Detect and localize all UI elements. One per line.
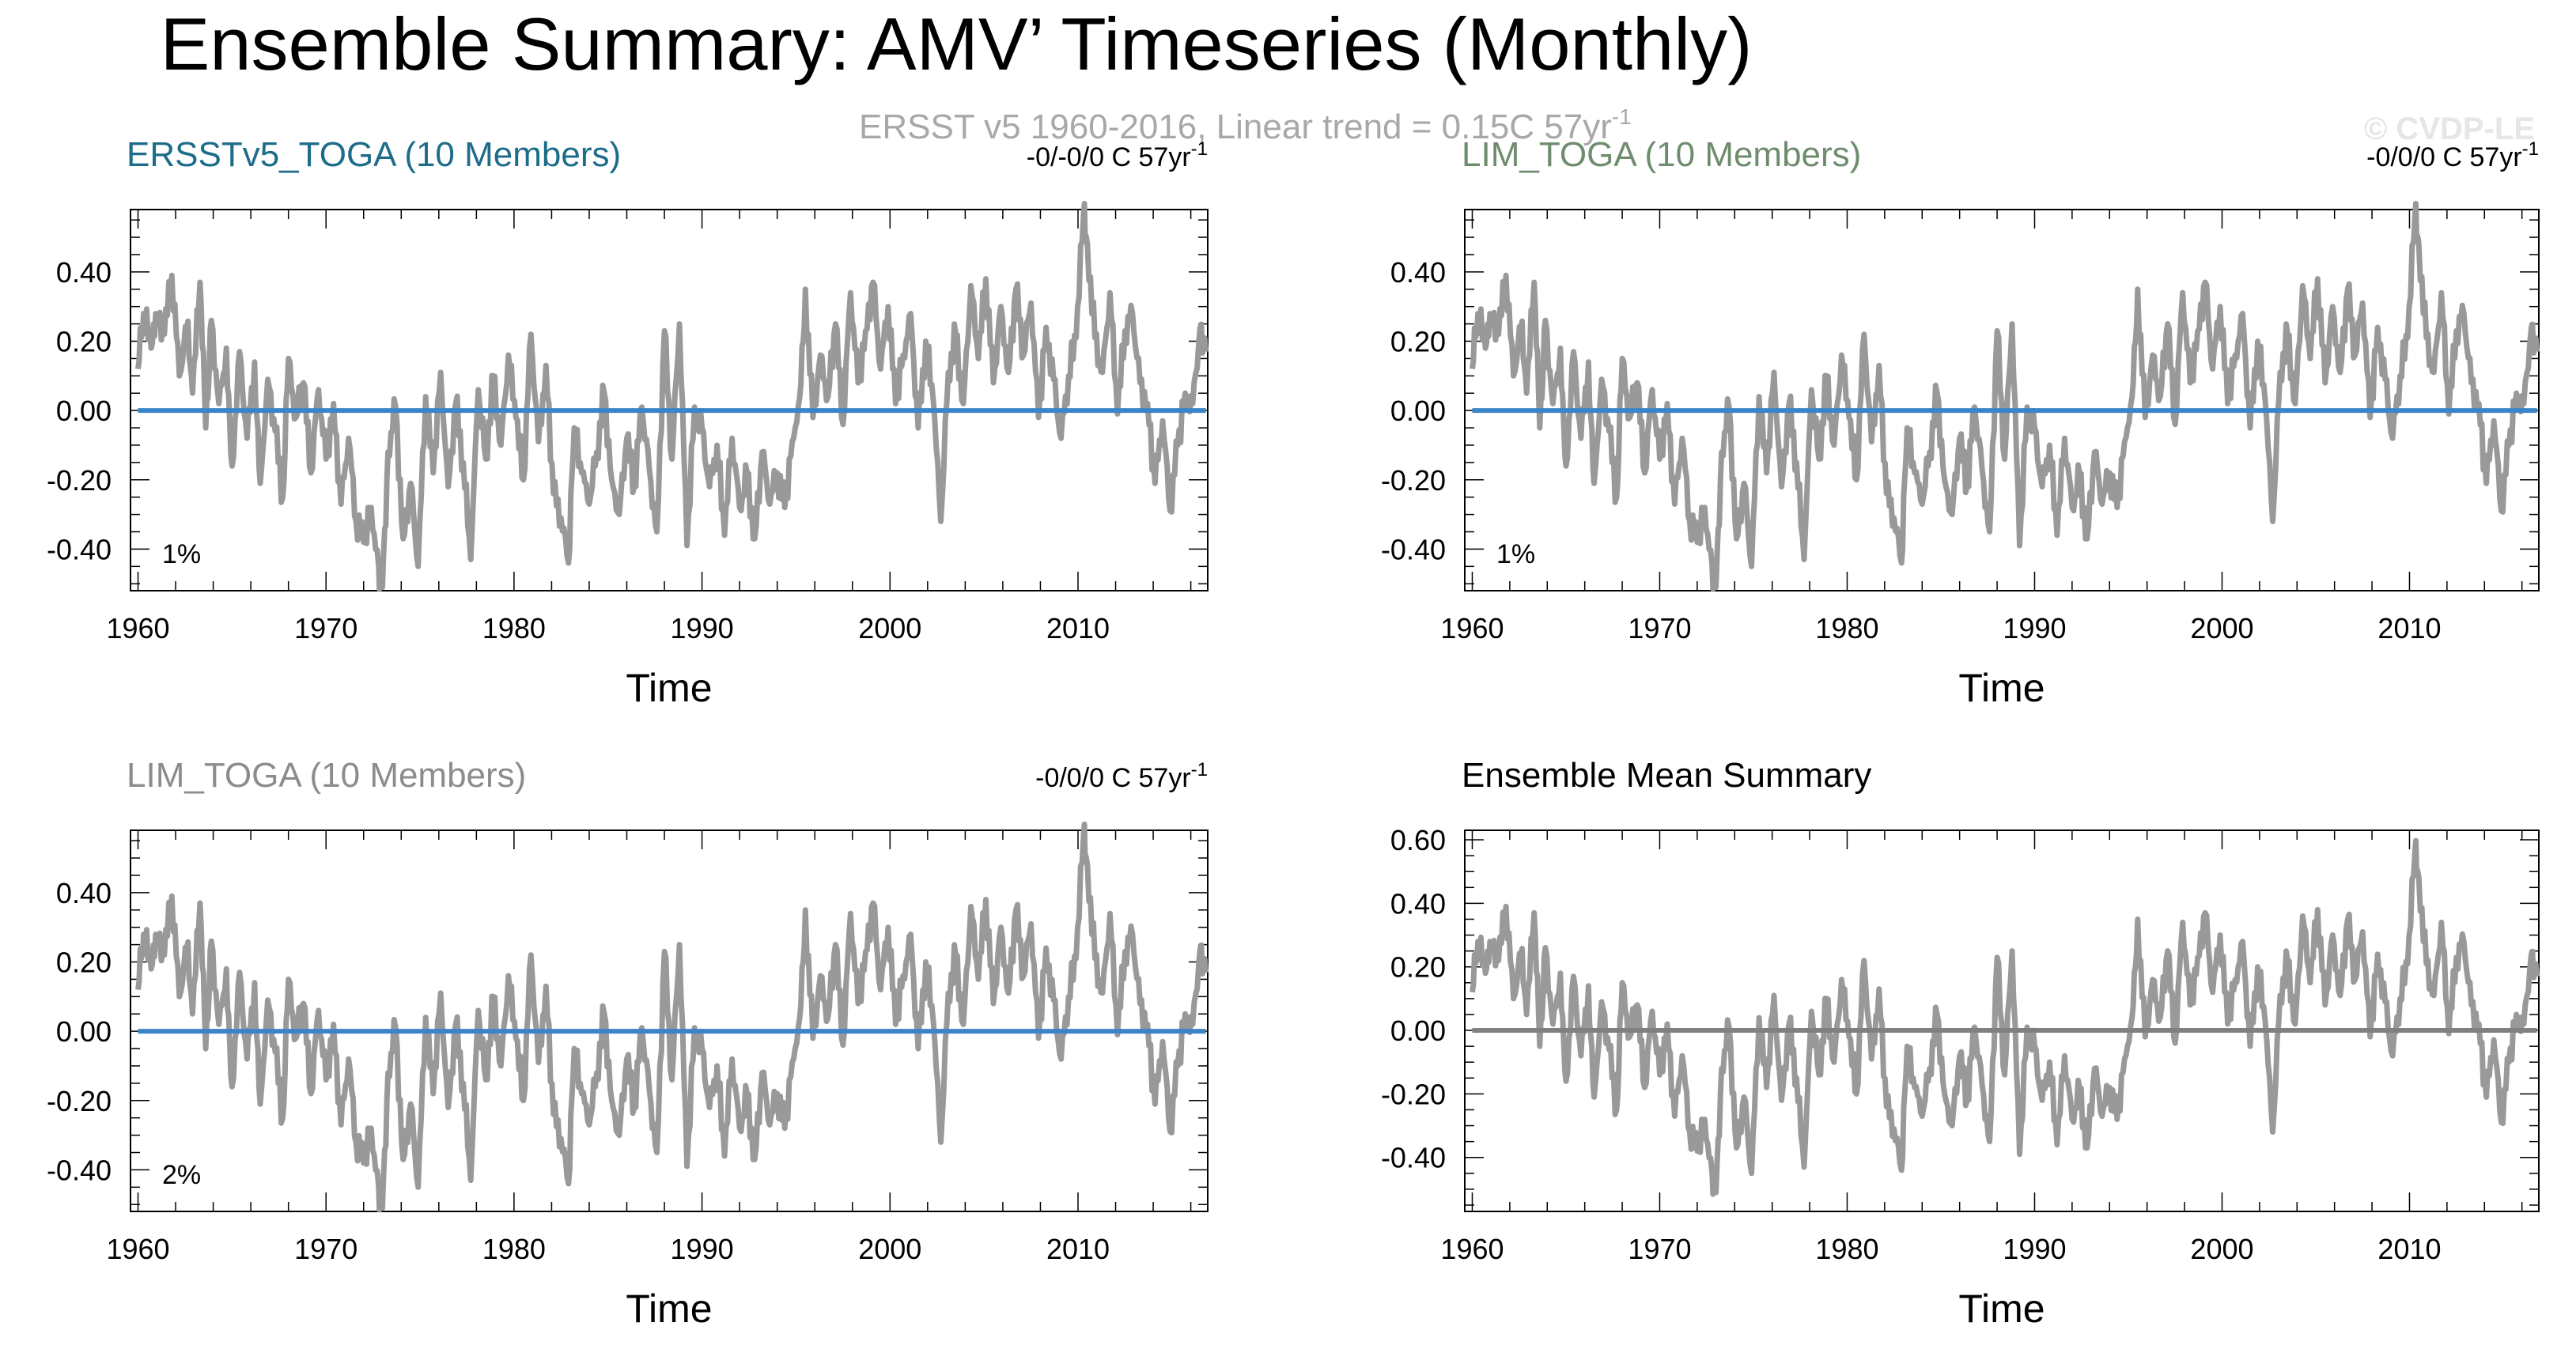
chart-panel-p2: LIM_TOGA (10 Members) -0/0/0 C 57yr-1 -0.4…: [1381, 135, 2540, 710]
amv-series-line: [1470, 200, 2540, 592]
y-tick-label: 0.00: [1390, 1015, 1446, 1047]
plot-frame: [1464, 829, 2540, 1212]
x-tick-label: 1980: [1815, 612, 1878, 644]
x-tick-label: 1980: [482, 612, 546, 644]
figure-subtitle-text: ERSST v5 1960-2016, Linear trend = 0.15C…: [859, 108, 1612, 146]
y-tick-label: 0.60: [1390, 824, 1446, 856]
x-tick-label: 2010: [2377, 1233, 2441, 1265]
trend-text: -0/-0/0 C 57yr: [1027, 142, 1191, 172]
amv-series-line: [135, 200, 1209, 592]
y-tick-label: -0.40: [1381, 1142, 1446, 1174]
percent-label: 2%: [162, 1160, 201, 1190]
chart-panel-p1: ERSSTv5_TOGA (10 Members) -0/-0/0 C 57yr-…: [47, 135, 1209, 710]
y-tick-label: 0.40: [1390, 887, 1446, 920]
x-tick-label: 1990: [671, 612, 734, 644]
x-axis-title: Time: [1958, 666, 2045, 710]
trend-label: -0/0/0 C 57yr-1: [2366, 138, 2539, 172]
x-tick-label: 1960: [1440, 612, 1504, 644]
y-tick-label: 0.00: [56, 1015, 112, 1048]
y-tick-label: 0.40: [56, 877, 112, 909]
panel-title: Ensemble Mean Summary: [1462, 756, 1871, 795]
y-tick-label: -0.20: [1381, 1078, 1446, 1110]
y-tick-label: -0.20: [47, 1085, 112, 1117]
x-tick-label: 2000: [2190, 1233, 2253, 1265]
x-axis-title: Time: [1958, 1287, 2045, 1331]
x-tick-label: 1980: [1815, 1233, 1878, 1265]
trend-sup: -1: [1191, 759, 1208, 780]
y-tick-label: 0.20: [56, 326, 112, 358]
figure-title: Ensemble Summary: AMV’ Timeseries (Month…: [161, 2, 1753, 85]
panels-container: ERSSTv5_TOGA (10 Members) -0/-0/0 C 57yr-…: [47, 135, 2540, 1331]
x-axis-title: Time: [626, 666, 712, 710]
panel-title: LIM_TOGA (10 Members): [127, 756, 526, 795]
chart-panel-p3: LIM_TOGA (10 Members) -0/0/0 C 57yr-1 -0.4…: [47, 756, 1209, 1331]
trend-label: -0/-0/0 C 57yr-1: [1027, 138, 1208, 172]
y-tick-label: 0.20: [1390, 951, 1446, 984]
x-tick-label: 1970: [294, 612, 357, 644]
y-tick-label: -0.20: [1381, 464, 1446, 497]
trend-label: -0/0/0 C 57yr-1: [1035, 759, 1208, 793]
plot-frame: [1464, 209, 2540, 591]
y-tick-label: -0.40: [47, 1154, 112, 1186]
trend-text: -0/0/0 C 57yr: [1035, 763, 1191, 793]
x-tick-label: 1970: [1628, 1233, 1691, 1265]
x-tick-label: 1980: [482, 1233, 546, 1265]
amv-series-line: [135, 821, 1209, 1213]
y-tick-label: 0.20: [1390, 326, 1446, 358]
y-tick-label: -0.20: [47, 464, 112, 497]
y-tick-label: 0.20: [56, 947, 112, 979]
percent-label: 1%: [162, 539, 201, 569]
x-tick-label: 2000: [2190, 612, 2253, 644]
x-tick-label: 1960: [1440, 1233, 1504, 1265]
x-tick-label: 2010: [1046, 1233, 1110, 1265]
y-tick-label: 0.40: [56, 256, 112, 289]
amv-series-line: [1470, 837, 2540, 1197]
x-tick-label: 1990: [2003, 612, 2066, 644]
x-tick-label: 1990: [2003, 1233, 2066, 1265]
x-tick-label: 1960: [106, 1233, 169, 1265]
figure-subtitle-sup: -1: [1612, 104, 1632, 129]
x-axis-title: Time: [626, 1287, 712, 1331]
y-tick-label: 0.00: [56, 395, 112, 427]
plot-frame: [130, 829, 1209, 1212]
panel-title: ERSSTv5_TOGA (10 Members): [127, 135, 621, 174]
x-tick-label: 2000: [858, 1233, 921, 1265]
trend-sup: -1: [2522, 138, 2539, 160]
x-tick-label: 1960: [106, 612, 169, 644]
plot-frame: [130, 209, 1209, 591]
x-tick-label: 1970: [294, 1233, 357, 1265]
percent-label: 1%: [1496, 539, 1535, 569]
chart-panel-p4: Ensemble Mean Summary -0.40 -0.20 0.00 0.20 0…: [1381, 756, 2540, 1331]
y-tick-label: -0.40: [47, 533, 112, 565]
x-tick-label: 2000: [858, 612, 921, 644]
x-tick-label: 1970: [1628, 612, 1691, 644]
panel-title: LIM_TOGA (10 Members): [1462, 135, 1861, 174]
y-tick-label: 0.40: [1390, 256, 1446, 289]
x-tick-label: 2010: [1046, 612, 1110, 644]
y-tick-label: -0.40: [1381, 533, 1446, 565]
y-tick-label: 0.00: [1390, 395, 1446, 427]
x-tick-label: 1990: [671, 1233, 734, 1265]
x-tick-label: 2010: [2377, 612, 2441, 644]
trend-text: -0/0/0 C 57yr: [2366, 142, 2522, 172]
cvdp-watermark: © CVDP-LE: [2364, 111, 2535, 146]
figure-subtitle: ERSST v5 1960-2016, Linear trend = 0.15C…: [859, 104, 1632, 146]
trend-sup: -1: [1191, 138, 1208, 160]
